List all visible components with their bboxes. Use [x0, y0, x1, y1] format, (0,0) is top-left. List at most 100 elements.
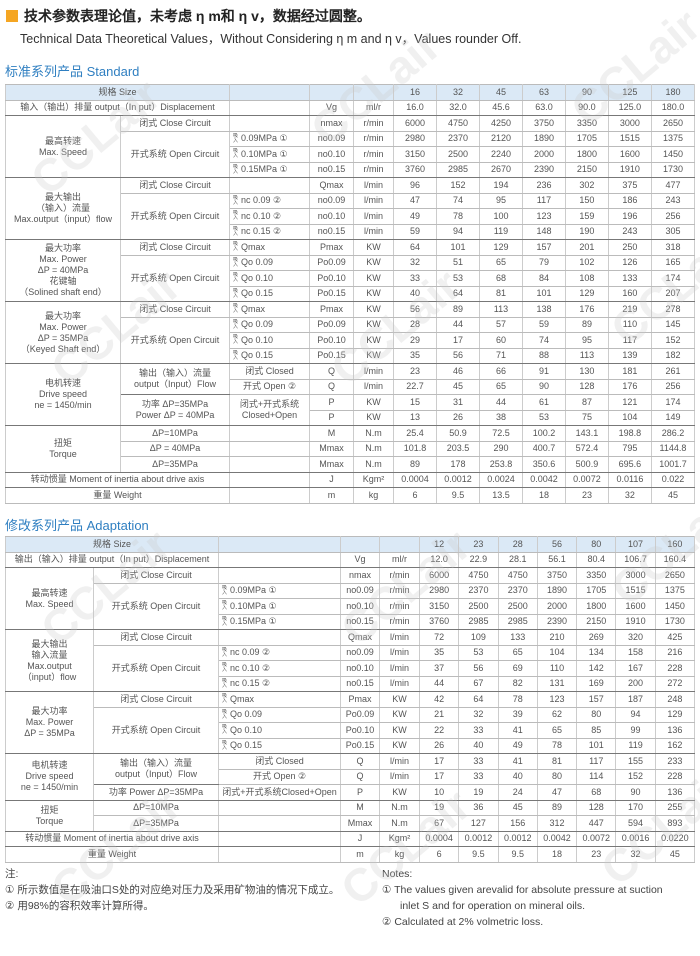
table-row: 吸入 Qo 0.10 Po0.10 KW 29 17 60 74 95 117 152: [6, 332, 696, 349]
table-row: 开式系统 Open Circuit 吸入 Qo 0.09 Po0.09 KW 32 51 65…: [6, 254, 696, 302]
suction-marker-icon: 吸入: [233, 318, 239, 330]
value-cell: 129: [654, 706, 696, 723]
symbol-cell: Q: [309, 378, 355, 395]
value-cell: 44: [436, 316, 480, 333]
value-cell: 101.8: [393, 440, 437, 457]
value-cell: 25.4: [393, 425, 437, 442]
table-row: 重量 Weight m kg 6 9.5 13.5 18 23 32 45: [4, 487, 696, 504]
value-cell: 143.1: [564, 425, 609, 442]
value-cell: 110: [536, 660, 578, 677]
table-row: ΔP=35MPa Mmax N.m 67 127 156 312 447 594 893: [6, 815, 696, 832]
row-label-cell: [229, 177, 311, 194]
value-cell: 13.5: [478, 487, 523, 504]
value-cell: 2500: [458, 598, 499, 615]
value-cell: 0.0012: [458, 830, 499, 847]
value-cell: 41: [497, 753, 538, 770]
value-cell: 1890: [521, 130, 566, 147]
value-cell: 210: [536, 629, 578, 646]
value-cell: 6000: [419, 567, 460, 584]
symbol-cell: Q: [340, 768, 381, 785]
value-cell: 3000: [615, 567, 656, 584]
table-row: 转动惯量 Moment of inertia about drive axis J…: [4, 830, 696, 847]
table-row: 开式系统 Open Circuit 吸入 nc 0.09 ② no0.09 l/min 3…: [6, 644, 696, 692]
value-cell: 4750: [458, 567, 499, 584]
value-cell: 167: [615, 660, 656, 677]
unit-cell: KW: [353, 239, 395, 256]
value-cell: 78: [436, 208, 480, 225]
value-cell: 228: [654, 768, 696, 785]
row-label-text: 功率 Power ΔP=35MPa: [108, 786, 204, 797]
row-label-text: 开式系统 Open Circuit: [111, 662, 201, 673]
symbol-cell: [309, 84, 355, 101]
suction-marker-icon: 吸入: [222, 600, 228, 612]
value-cell: 28: [393, 316, 437, 333]
row-label-cell: 吸入 0.09MPa ①: [229, 130, 311, 147]
row-label-text: 最大功率 Max. Power ΔP = 35MPa （Keyed Shaft …: [20, 310, 106, 354]
value-cell: 320: [615, 629, 656, 646]
value-cell: 1910: [607, 161, 652, 178]
row-label-cell: 最大功率 Max. Power ΔP = 35MPa: [5, 691, 94, 754]
value-cell: 100.2: [521, 425, 566, 442]
value-cell: 201: [564, 239, 609, 256]
symbol-cell: P: [309, 409, 355, 426]
row-label-cell: 扭矩 Torque: [5, 799, 94, 832]
value-cell: 102: [564, 254, 609, 271]
value-cell: 22: [419, 722, 460, 739]
row-label-text: 闭式 Closed: [255, 755, 304, 766]
value-cell: 89: [536, 799, 578, 816]
value-cell: 95: [564, 332, 609, 349]
value-cell: 194: [478, 177, 523, 194]
value-cell: 0.0072: [576, 830, 617, 847]
value-cell: 0.0042: [521, 471, 566, 488]
value-cell: 63.0: [521, 99, 566, 116]
unit-cell: l/min: [353, 208, 395, 225]
value-cell: 129: [478, 239, 523, 256]
value-cell: 109: [458, 629, 499, 646]
size-header-cell: 45: [478, 84, 523, 101]
value-cell: 134: [576, 644, 617, 661]
row-label-cell: 闭式 Close Circuit: [119, 239, 231, 256]
size-header-cell: 32: [436, 84, 480, 101]
value-cell: 156: [497, 815, 538, 832]
row-label-text: ΔP = 40MPa: [149, 443, 201, 454]
value-cell: 49: [497, 737, 538, 754]
value-cell: 243: [607, 223, 652, 240]
row-label-cell: 吸入 0.15MPa ①: [229, 161, 311, 178]
value-cell: 33: [458, 768, 499, 785]
value-cell: 31: [436, 394, 480, 411]
unit-cell: KW: [353, 347, 395, 364]
row-label-cell: ΔP=10MPa: [92, 799, 220, 816]
row-label-cell: [229, 440, 311, 457]
value-cell: 3000: [607, 115, 652, 132]
row-label-cell: 功率 Power ΔP=35MPa: [92, 784, 220, 801]
row-label-text: 输出（输入）流量 output（Input）Flow: [114, 758, 198, 779]
row-label-cell: 开式系统 Open Circuit: [119, 316, 231, 364]
row-label-text: 0.15MPa ①: [230, 616, 277, 627]
row-label-cell: 吸入 Qo 0.10: [229, 270, 311, 287]
row-label-text: 开式系统 Open Circuit: [130, 334, 220, 345]
unit-cell: ml/r: [379, 551, 421, 568]
row-label-cell: 吸入 0.15MPa ①: [218, 613, 342, 630]
row-label-cell: [229, 487, 311, 504]
row-label-cell: 吸入 Qo 0.09: [218, 706, 342, 723]
value-cell: 59: [521, 316, 566, 333]
table-row: 吸入 nc 0.10 ② no0.10 l/min 49 78 100 123 159 196 25…: [6, 208, 696, 225]
symbol-cell: Pmax: [340, 691, 381, 708]
value-cell: 108: [564, 270, 609, 287]
row-label-cell: 闭式 Close Circuit: [92, 691, 220, 708]
value-cell: 45: [436, 378, 480, 395]
row-label-text: 闭式 Close Circuit: [120, 631, 192, 642]
unit-cell: KW: [353, 285, 395, 302]
unit-cell: KW: [353, 394, 395, 411]
value-cell: 3750: [521, 115, 566, 132]
symbol-cell: Po0.15: [309, 347, 355, 364]
symbol-cell: Po0.15: [309, 285, 355, 302]
value-cell: 126: [607, 254, 652, 271]
value-cell: 88: [521, 347, 566, 364]
row-label-cell: 闭式 Closed: [218, 753, 342, 770]
symbol-cell: no0.09: [309, 130, 355, 147]
row-label-text: 开式 Open ②: [242, 381, 297, 392]
value-cell: 150: [564, 192, 609, 209]
row-label-text: 输出（输入）流量 output（Input）Flow: [133, 368, 217, 389]
suction-marker-icon: 吸入: [233, 349, 239, 361]
